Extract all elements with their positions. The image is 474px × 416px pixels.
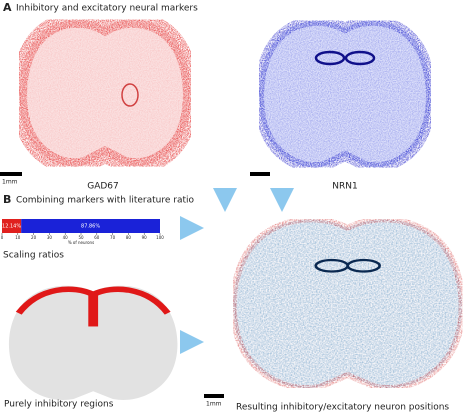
scale-bar	[0, 172, 22, 176]
x-tick-label: 20	[31, 235, 37, 240]
image-label: NRN1	[332, 182, 357, 192]
x-tick-label: 30	[47, 235, 53, 240]
bar-segment	[2, 219, 22, 233]
image-label: GAD67	[87, 182, 119, 192]
x-axis-label: % of neurons	[68, 240, 94, 245]
nrn1-image	[259, 21, 431, 167]
x-tick-label: 100	[156, 235, 164, 240]
scale-bar	[204, 394, 224, 398]
image-label: Resulting inhibitory/excitatory neuron p…	[236, 403, 449, 413]
bar-segment	[21, 219, 161, 233]
scale-label: 1mm	[206, 401, 222, 408]
panel-letter: B	[3, 193, 11, 206]
x-tick-label: 80	[126, 235, 132, 240]
value-label: 12.14%	[2, 224, 21, 230]
x-tick-label: 50	[78, 235, 84, 240]
gad67-image	[19, 20, 191, 166]
panel-letter: A	[3, 1, 12, 14]
image-label: Purely inhibitory regions	[4, 400, 114, 410]
x-tick-label: 70	[110, 235, 116, 240]
value-label: 87.86%	[81, 224, 100, 230]
scaling-bar: 12.14% 87.86% 0 10 20 30 40 50 60 70 80 90 100 % of n…	[1, 219, 164, 245]
x-tick-label: 40	[63, 235, 69, 240]
inhibitory-image	[8, 285, 178, 400]
result-image	[233, 219, 462, 387]
chart-label: Scaling ratios	[3, 251, 64, 261]
x-tick-label: 90	[142, 235, 148, 240]
x-tick-label: 60	[94, 235, 100, 240]
x-tick-label: 0	[1, 235, 4, 240]
scale-label: 1mm	[2, 179, 18, 186]
panel-title: Combining markers with literature ratio	[16, 196, 195, 206]
scale-bar	[250, 172, 270, 176]
panel-title: Inhibitory and excitatory neural markers	[16, 4, 198, 14]
x-tick-label: 10	[15, 235, 21, 240]
